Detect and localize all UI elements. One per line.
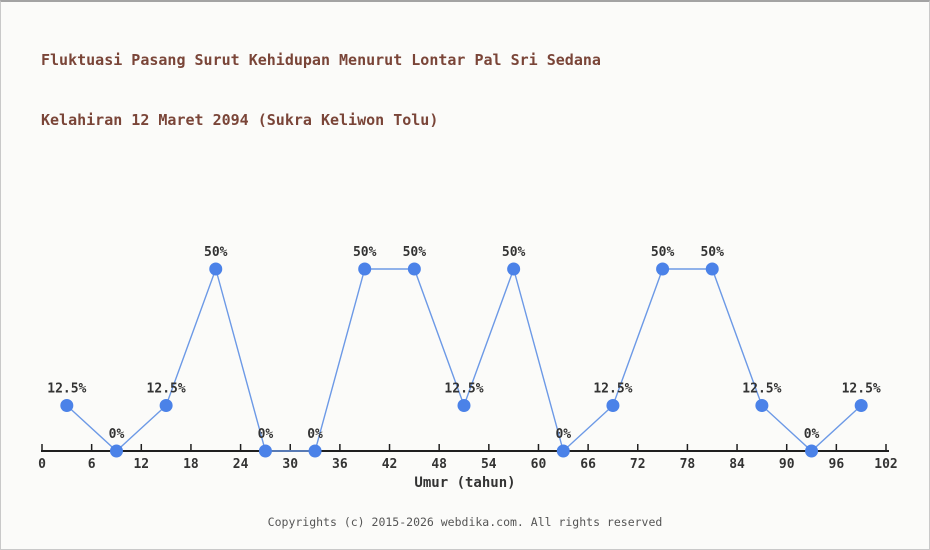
data-point: [755, 399, 769, 412]
x-axis-tick-label: 60: [531, 457, 547, 472]
data-point-label: 12.5%: [742, 382, 781, 397]
data-point: [854, 399, 868, 412]
data-point: [159, 399, 173, 412]
x-axis-tick-label: 6: [88, 457, 96, 472]
data-point-label: 50%: [204, 245, 228, 260]
x-axis-tick-label: 90: [779, 457, 795, 472]
data-point: [507, 262, 521, 276]
data-point: [258, 444, 272, 458]
data-line: [66, 266, 862, 453]
data-point: [705, 262, 719, 276]
data-point: [308, 444, 322, 458]
data-point-label: 12.5%: [47, 382, 86, 397]
data-point-label: 12.5%: [147, 382, 186, 397]
data-point-label: 50%: [353, 245, 377, 260]
x-axis-tick-label: 48: [431, 457, 447, 472]
data-point-label: 12.5%: [593, 382, 632, 397]
data-point-label: 0%: [307, 427, 323, 442]
data-point: [109, 444, 123, 458]
data-point-label: 0%: [804, 427, 820, 442]
x-axis-tick-label: 102: [874, 457, 897, 472]
x-axis-tick-label: 24: [233, 457, 249, 472]
data-point-label: 50%: [403, 245, 427, 260]
chart-title-line1: Fluktuasi Pasang Surut Kehidupan Menurut…: [41, 51, 601, 69]
chart-title: Fluktuasi Pasang Surut Kehidupan Menurut…: [41, 10, 601, 170]
data-point: [358, 262, 372, 276]
x-axis-tick-label: 12: [133, 457, 149, 472]
data-point-label: 50%: [700, 245, 724, 260]
data-point-label: 0%: [555, 427, 571, 442]
copyright-text: Copyrights (c) 2015-2026 webdika.com. Al…: [267, 515, 663, 529]
x-axis-tick-label: 96: [829, 457, 845, 472]
data-point: [209, 262, 223, 276]
x-axis-tick-label: 54: [481, 457, 497, 472]
data-point-label: 50%: [502, 245, 526, 260]
data-point: [457, 399, 471, 412]
x-axis-tick-label: 84: [729, 457, 745, 472]
data-point: [656, 262, 670, 276]
data-point: [407, 262, 421, 276]
x-axis-tick-label: 72: [630, 457, 646, 472]
data-point-label: 0%: [109, 427, 125, 442]
data-point-label: 12.5%: [842, 382, 881, 397]
data-point: [606, 399, 620, 412]
x-axis-tick-label: 78: [680, 457, 696, 472]
data-point: [805, 444, 819, 458]
x-axis-tick-label: 18: [183, 457, 199, 472]
x-axis-tick-label: 42: [382, 457, 398, 472]
data-point-label: 50%: [651, 245, 675, 260]
x-axis-tick-label: 0: [38, 457, 46, 472]
x-axis-tick-label: 30: [282, 457, 298, 472]
data-point: [60, 399, 74, 412]
x-axis-title: Umur (tahun): [414, 475, 516, 491]
data-point-label: 12.5%: [444, 382, 483, 397]
chart-title-line2: Kelahiran 12 Maret 2094 (Sukra Keliwon T…: [41, 111, 439, 129]
data-point-label: 0%: [258, 427, 274, 442]
x-axis-tick-label: 36: [332, 457, 348, 472]
data-point: [556, 444, 570, 458]
x-axis-tick-label: 66: [580, 457, 596, 472]
